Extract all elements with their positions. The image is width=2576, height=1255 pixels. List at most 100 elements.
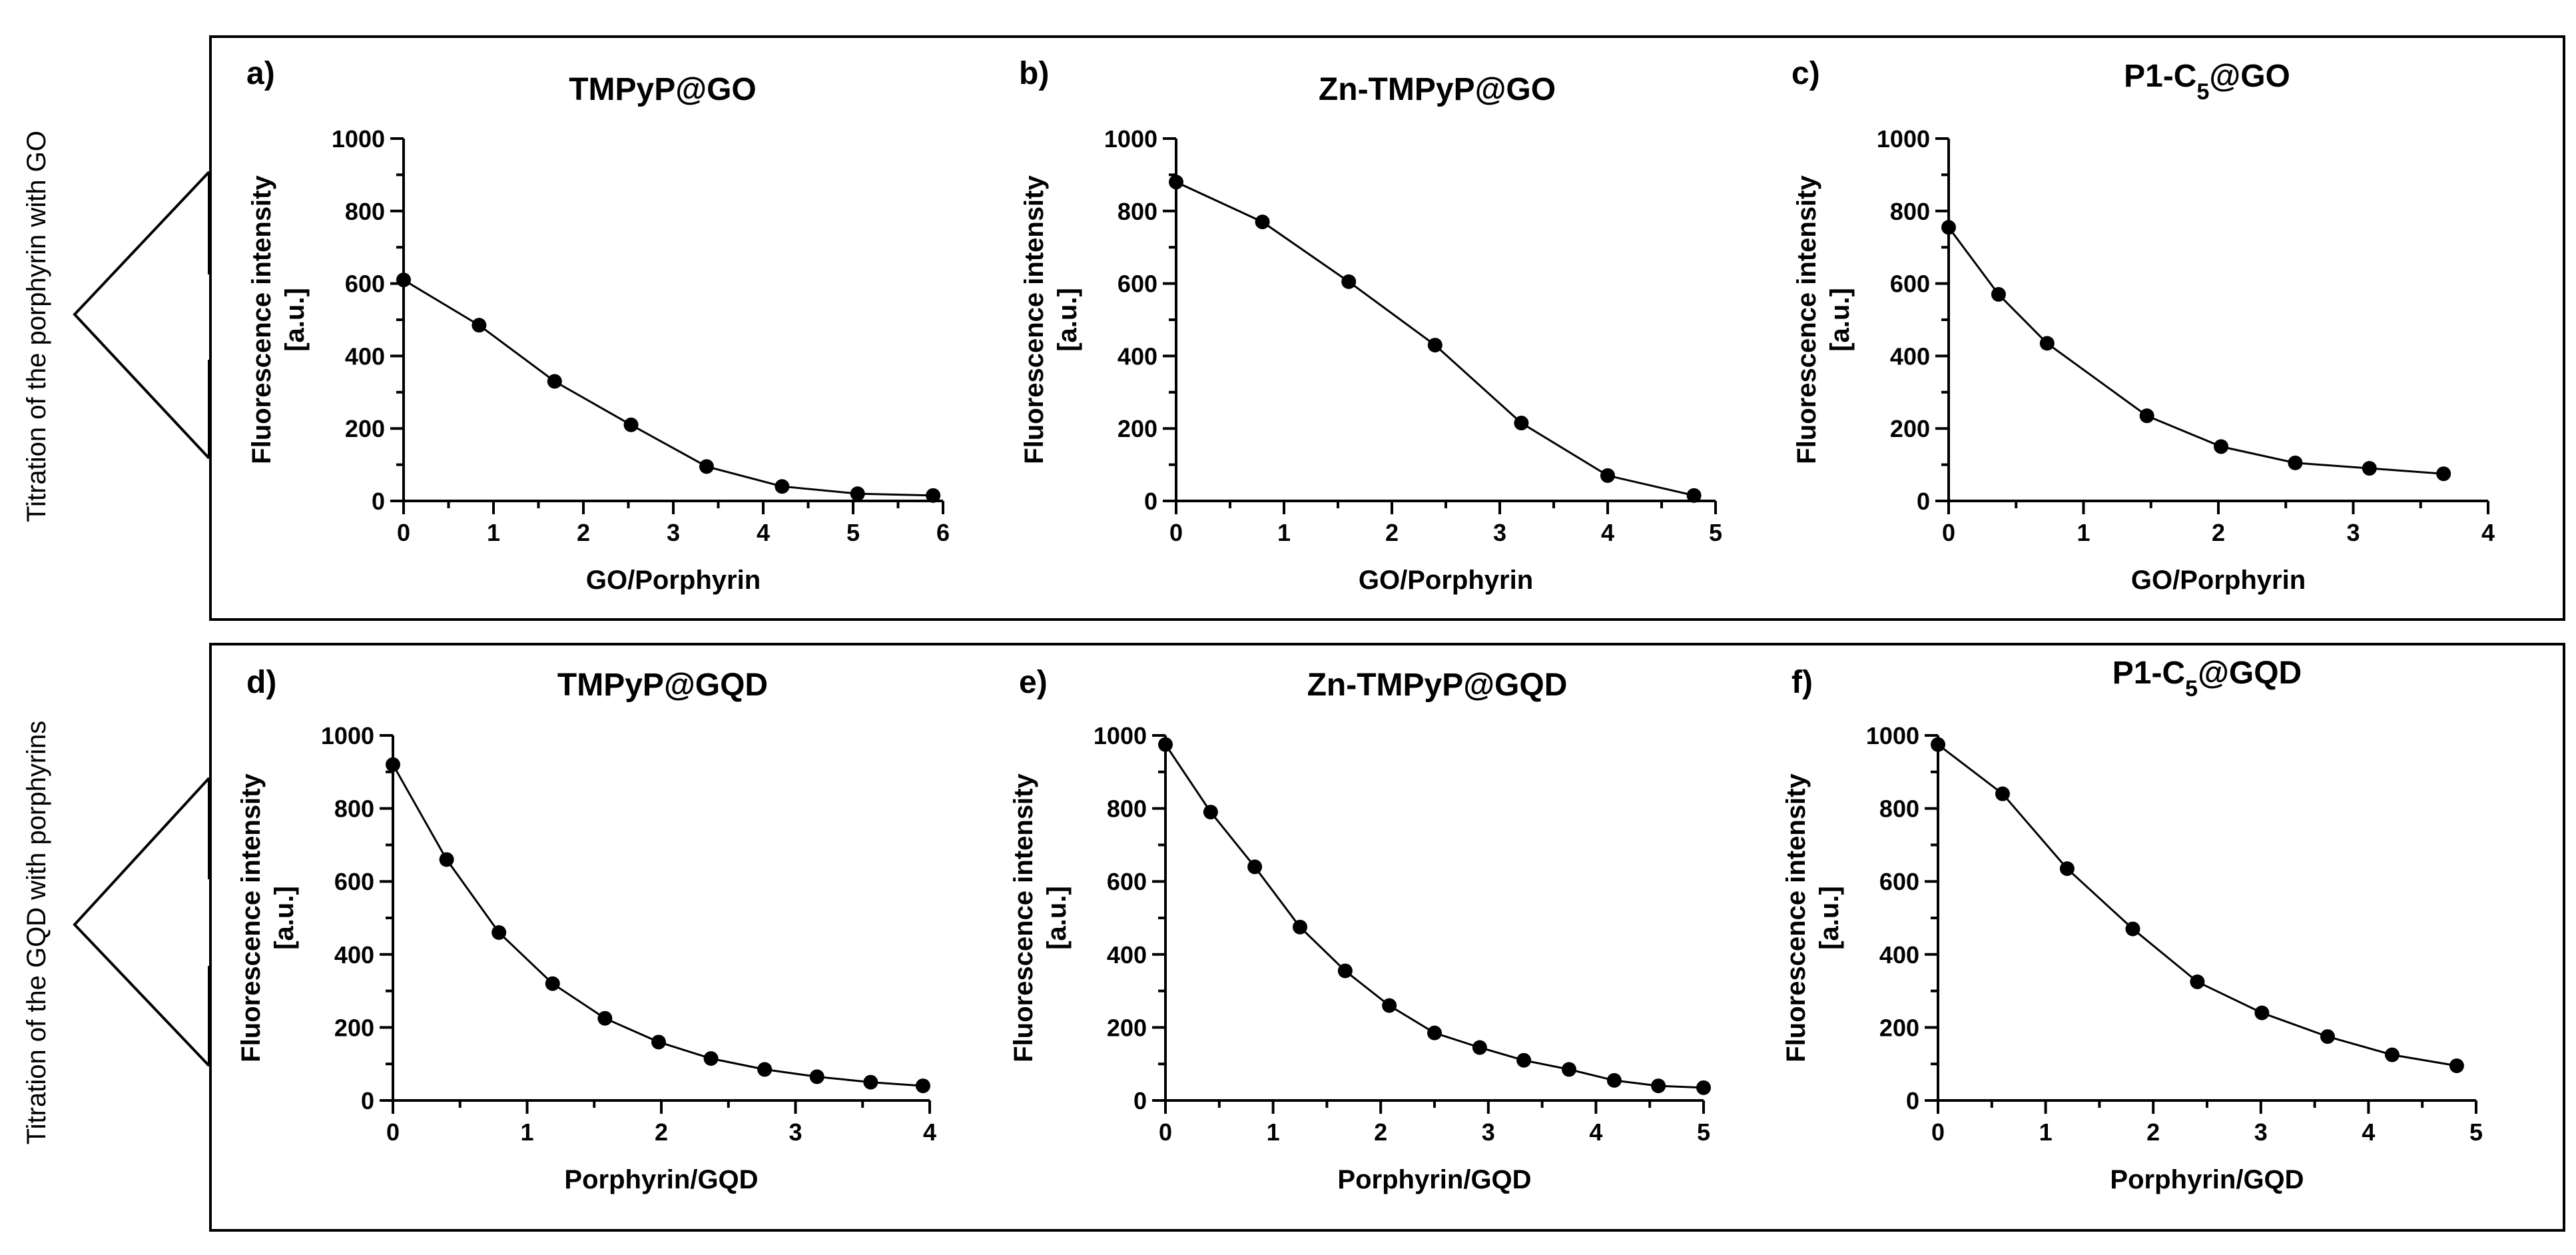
data-point: [926, 488, 941, 503]
data-point: [396, 272, 411, 288]
y-tick-label: 800: [1879, 795, 1919, 823]
y-axis-title-line2: [a.u.]: [1053, 288, 1082, 352]
y-tick-label: 800: [334, 795, 374, 823]
x-tick-label: 3: [667, 519, 680, 546]
y-tick-label: 600: [1107, 868, 1147, 895]
data-point: [472, 318, 487, 333]
x-tick-label: 5: [846, 519, 860, 546]
x-tick-label: 2: [577, 519, 590, 546]
data-point: [491, 925, 507, 940]
data-point: [2214, 439, 2229, 454]
panel-letter: e): [1019, 665, 1048, 700]
x-tick-label: 0: [1159, 1118, 1172, 1146]
chart-panel-2: b) Zn-TMPyP@GO 0 200 400 600 800 1000 0 1 2 3 4 5 GO/P…: [1019, 56, 1722, 595]
y-axis-title-line1: Fluorescence intensity: [1009, 773, 1038, 1062]
x-tick-label: 1: [487, 519, 500, 546]
x-tick-label: 4: [923, 1118, 936, 1146]
x-tick-label: 1: [1267, 1118, 1280, 1146]
chart-title: P1-C5@GO: [2124, 59, 2290, 105]
x-axis-title: Porphyrin/GQD: [564, 1165, 758, 1194]
y-tick-label: 600: [334, 868, 374, 895]
data-point: [863, 1074, 878, 1090]
data-point: [1686, 488, 1702, 503]
x-tick-label: 5: [2469, 1118, 2483, 1146]
data-point: [1600, 468, 1615, 483]
data-point: [1169, 175, 1183, 190]
x-tick-label: 0: [397, 519, 410, 546]
chart-panel-4: d) TMPyP@GQD 0 200 400 600 800 1000 0 1 2 3 4 Porphyr…: [236, 665, 936, 1194]
data-point: [2125, 921, 2140, 937]
data-point: [915, 1078, 930, 1094]
y-tick-label: 800: [1890, 198, 1930, 225]
x-tick-label: 6: [936, 519, 950, 546]
data-point: [1255, 214, 1270, 230]
y-tick-label: 200: [1118, 415, 1157, 442]
y-tick-label: 400: [1890, 342, 1930, 370]
data-point: [1941, 220, 1956, 235]
data-point: [775, 479, 790, 494]
data-point: [1931, 737, 1945, 752]
data-point: [2139, 408, 2154, 424]
y-tick-label: 200: [334, 1014, 374, 1041]
y-tick-label: 0: [1144, 488, 1157, 515]
y-tick-label: 800: [345, 198, 385, 225]
x-tick-label: 4: [2481, 519, 2495, 546]
row-bracket-top: [73, 171, 210, 460]
chart-title: TMPyP@GQD: [557, 667, 768, 703]
data-point: [757, 1062, 773, 1077]
x-tick-label: 2: [1374, 1118, 1387, 1146]
y-axis-title-line1: Fluorescence intensity: [1020, 175, 1049, 464]
data-point: [1516, 1052, 1532, 1068]
x-axis-title: GO/Porphyrin: [586, 566, 761, 595]
row-bracket-bottom: [73, 777, 210, 1067]
data-point: [2059, 861, 2075, 877]
y-tick-label: 1000: [1104, 125, 1157, 153]
data-point: [1247, 859, 1263, 875]
y-tick-label: 200: [1879, 1014, 1919, 1041]
panel-letter: b): [1019, 56, 1049, 91]
data-point: [1606, 1072, 1622, 1088]
series-line: [1937, 743, 2457, 1067]
y-tick-label: 0: [1133, 1087, 1147, 1114]
y-tick-label: 1000: [332, 125, 385, 153]
y-tick-label: 400: [1879, 941, 1919, 969]
data-point: [2190, 974, 2205, 989]
data-point: [439, 852, 454, 867]
data-point: [1995, 786, 2010, 801]
data-point: [703, 1050, 719, 1066]
y-tick-label: 600: [1879, 868, 1919, 895]
y-tick-label: 200: [345, 415, 385, 442]
data-point: [2449, 1058, 2464, 1073]
y-tick-label: 400: [334, 941, 374, 969]
data-point: [2288, 455, 2303, 470]
data-point: [2436, 466, 2451, 482]
chart-title: TMPyP@GO: [569, 72, 757, 107]
data-point: [1203, 805, 1218, 820]
y-tick-label: 400: [1107, 941, 1147, 969]
y-tick-label: 800: [1107, 795, 1147, 823]
y-axis-title-line2: [a.u.]: [280, 288, 310, 352]
data-point: [1514, 416, 1529, 431]
chart-title: Zn-TMPyP@GQD: [1307, 667, 1568, 703]
data-point: [547, 374, 562, 389]
y-tick-label: 600: [345, 270, 385, 298]
x-tick-label: 2: [2212, 519, 2225, 546]
y-tick-label: 400: [1118, 342, 1157, 370]
chart-panel-3: c) P1-C5@GO 0 200 400 600 800 1000 0 1 2 3 4 GO/Porph…: [1791, 56, 2495, 595]
x-axis-title: GO/Porphyrin: [1359, 566, 1533, 595]
x-axis-title: GO/Porphyrin: [2131, 566, 2306, 595]
x-tick-label: 4: [1589, 1118, 1602, 1146]
y-tick-label: 200: [1107, 1014, 1147, 1041]
x-tick-label: 1: [2039, 1118, 2053, 1146]
chart-panel-1: a) TMPyP@GO 0 200 400 600 800 1000 0 1 2 3 4 5 6 GO/Por…: [246, 56, 950, 595]
x-tick-label: 3: [789, 1118, 802, 1146]
data-point: [699, 459, 714, 474]
x-tick-label: 4: [757, 519, 770, 546]
x-axis-title: Porphyrin/GQD: [1337, 1165, 1531, 1194]
x-tick-label: 0: [1169, 519, 1183, 546]
data-point: [809, 1069, 824, 1084]
data-point: [1991, 286, 2006, 302]
y-axis-title-line1: Fluorescence intensity: [1781, 773, 1811, 1062]
